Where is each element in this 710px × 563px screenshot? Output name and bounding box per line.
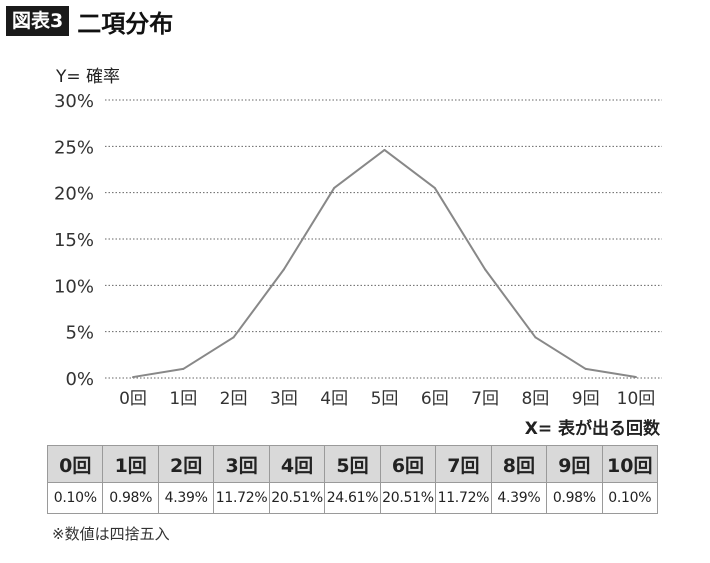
y-tick-label: 10% xyxy=(54,276,94,297)
x-tick-label: 8回 xyxy=(521,389,549,409)
data-point xyxy=(383,148,386,151)
figure-header: 図表3 二項分布 xyxy=(6,4,173,38)
table-cell: 4.39% xyxy=(490,482,548,514)
table-header-cell: 9回 xyxy=(546,445,603,483)
table-cell: 20.51% xyxy=(379,482,437,514)
table-header-cell: 5回 xyxy=(324,445,381,483)
table-cell: 0.98% xyxy=(102,482,159,514)
x-axis-label: X= 表が出る回数 xyxy=(524,419,660,439)
table-cell: 0.98% xyxy=(546,482,603,514)
table-cell: 0.10% xyxy=(601,482,659,514)
table-header-cell: 8回 xyxy=(490,445,548,483)
y-axis-label: Y= 確率 xyxy=(56,67,121,87)
data-point xyxy=(333,186,336,189)
data-point xyxy=(635,376,637,379)
table-header-cell: 7回 xyxy=(435,445,492,483)
data-point xyxy=(584,367,587,370)
footnote: ※数値は四捨五入 xyxy=(52,525,170,543)
x-tick-label: 5回 xyxy=(371,389,399,409)
y-tick-label: 5% xyxy=(65,323,94,344)
table-cell: 0.10% xyxy=(46,482,104,514)
x-tick-label: 6回 xyxy=(421,389,449,409)
table-header-cell: 3回 xyxy=(213,445,270,483)
y-tick-label: 15% xyxy=(54,230,94,251)
table-cell: 24.61% xyxy=(324,482,381,514)
x-tick-label: 2回 xyxy=(220,389,248,409)
table-header-cell: 6回 xyxy=(379,445,437,483)
figure-title: 二項分布 xyxy=(77,9,174,38)
values-table: 0回 1回 2回 3回 4回 5回 6回 7回 8回 9回 10回 0.10% 0.98% 4.39% 1… xyxy=(46,445,659,514)
table-cell: 4.39% xyxy=(157,482,215,514)
table-header-cell: 1回 xyxy=(102,445,159,483)
series-line xyxy=(132,148,637,379)
data-point xyxy=(484,268,487,271)
x-tick-label: 10回 xyxy=(617,389,656,409)
x-tick-label: 3回 xyxy=(270,389,298,409)
table-header-cell: 10回 xyxy=(601,445,659,483)
x-tick-label: 0回 xyxy=(119,389,147,409)
table-row: 0.10% 0.98% 4.39% 11.72% 20.51% 24.61% 20.51% 1… xyxy=(46,482,659,514)
data-point xyxy=(433,186,436,189)
figure-label: 図表3 xyxy=(6,6,70,36)
x-tick-label: 9回 xyxy=(572,389,600,409)
data-point xyxy=(282,268,285,271)
data-point xyxy=(132,376,134,379)
table-cell: 11.72% xyxy=(213,482,270,514)
y-tick-label: 0% xyxy=(65,369,94,390)
table-header-cell: 4回 xyxy=(268,445,326,483)
table-header-cell: 0回 xyxy=(46,445,104,483)
data-point xyxy=(534,336,537,339)
y-tick-label: 30% xyxy=(54,91,94,112)
table-cell: 20.51% xyxy=(268,482,326,514)
data-point xyxy=(232,336,235,339)
table-header-row: 0回 1回 2回 3回 4回 5回 6回 7回 8回 9回 10回 xyxy=(46,445,659,483)
table-cell: 11.72% xyxy=(435,482,492,514)
y-tick-label: 25% xyxy=(54,137,94,158)
line-chart: 0% 5% 10% 15% 20% 25% 30% 0回 1回 2回 3回 4回 5回 6回 7回 8回 9回 1… xyxy=(54,91,662,409)
x-tick-label: 7回 xyxy=(471,389,499,409)
y-tick-label: 20% xyxy=(54,184,94,205)
x-tick-label: 4回 xyxy=(320,389,348,409)
table-header-cell: 2回 xyxy=(157,445,215,483)
data-point xyxy=(182,367,185,370)
x-tick-label: 1回 xyxy=(169,389,197,409)
